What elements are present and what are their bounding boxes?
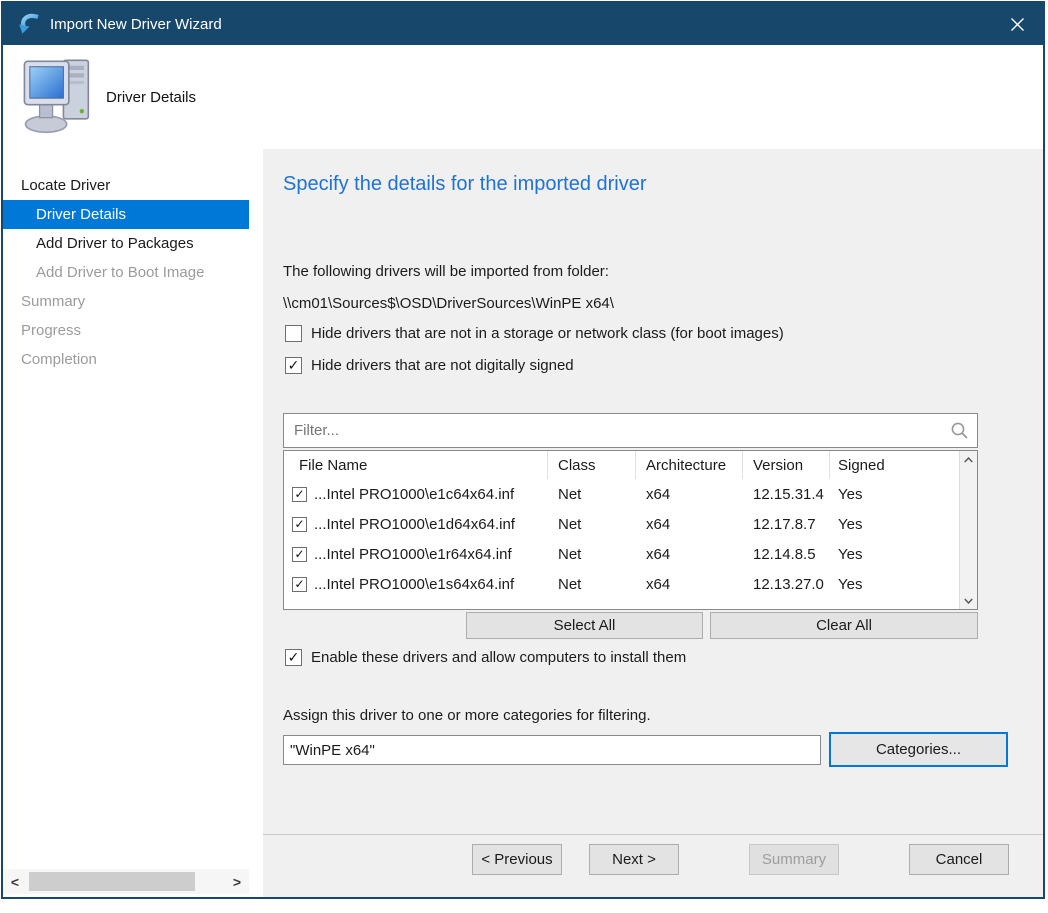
clear-all-button[interactable]: Clear All bbox=[710, 612, 978, 639]
hide-unsigned-checkbox[interactable]: ✓ bbox=[285, 357, 302, 374]
intro-text: The following drivers will be imported f… bbox=[283, 263, 609, 280]
window-title: Import New Driver Wizard bbox=[50, 15, 222, 33]
search-icon[interactable] bbox=[950, 421, 969, 440]
sidebar-item-driver-details[interactable]: Driver Details bbox=[3, 200, 249, 229]
sidebar-horizontal-scrollbar[interactable]: < > bbox=[3, 869, 249, 894]
row-checkbox-cell: ✓ bbox=[284, 486, 314, 503]
table-header[interactable]: File Name Class Architecture Version Signed bbox=[284, 451, 960, 479]
hide-unsigned-label: Hide drivers that are not digitally sign… bbox=[311, 357, 574, 374]
assign-category-text: Assign this driver to one or more catego… bbox=[283, 707, 651, 724]
next-button[interactable]: Next > bbox=[589, 844, 679, 875]
hide-storage-checkbox[interactable] bbox=[285, 325, 302, 342]
column-header-file-name[interactable]: File Name bbox=[284, 451, 548, 479]
table-row[interactable]: ✓ ...Intel PRO1000\e1d64x64.inf Net x64 12.1… bbox=[284, 509, 960, 539]
column-header-class[interactable]: Class bbox=[548, 451, 636, 479]
footer-divider bbox=[263, 834, 1043, 835]
close-button[interactable] bbox=[991, 3, 1043, 45]
table-row[interactable]: ✓ ...Intel PRO1000\e1c64x64.inf Net x64 12.1… bbox=[284, 479, 960, 509]
summary-button[interactable]: Summary bbox=[749, 844, 839, 875]
row-checkbox[interactable]: ✓ bbox=[292, 517, 307, 532]
sidebar-item-progress[interactable]: Progress bbox=[21, 322, 82, 339]
row-checkbox-cell: ✓ bbox=[284, 516, 314, 533]
scroll-up-icon[interactable] bbox=[960, 451, 977, 468]
scroll-right-icon[interactable]: > bbox=[232, 873, 242, 890]
table-row[interactable]: ✓ ...Intel PRO1000\e1r64x64.inf Net x64 12.1… bbox=[284, 539, 960, 569]
table-body: ✓ ...Intel PRO1000\e1c64x64.inf Net x64 12.1… bbox=[284, 479, 960, 609]
scroll-down-icon[interactable] bbox=[960, 592, 977, 609]
select-all-button[interactable]: Select All bbox=[466, 612, 703, 639]
scrollbar-thumb[interactable] bbox=[29, 872, 195, 891]
close-icon bbox=[1010, 17, 1024, 31]
sidebar-item-add-driver-to-packages[interactable]: Add Driver to Packages bbox=[36, 235, 194, 252]
page-title: Driver Details bbox=[106, 89, 197, 106]
version-cell: 12.13.27.0 bbox=[753, 575, 824, 593]
signed-cell: Yes bbox=[838, 515, 863, 533]
category-input[interactable] bbox=[283, 735, 821, 765]
sidebar-item-completion[interactable]: Completion bbox=[21, 351, 97, 368]
driver-table: File Name Class Architecture Version Signed … bbox=[283, 450, 978, 610]
version-cell: 12.15.31.4 bbox=[753, 485, 824, 503]
title-bar: Import New Driver Wizard bbox=[3, 3, 1043, 45]
wizard-steps-list: Locate Driver Driver Details Add Driver to… bbox=[3, 171, 261, 374]
wizard-content: Specify the details for the imported dri… bbox=[263, 149, 1043, 897]
architecture-cell: x64 bbox=[646, 575, 671, 593]
column-header-version[interactable]: Version bbox=[743, 451, 830, 479]
sidebar-item-summary[interactable]: Summary bbox=[21, 293, 86, 310]
architecture-cell: x64 bbox=[646, 515, 671, 533]
architecture-cell: x64 bbox=[646, 545, 671, 563]
hide-storage-checkbox-row: Hide drivers that are not in a storage o… bbox=[285, 325, 784, 342]
class-cell: Net bbox=[558, 545, 582, 563]
row-checkbox[interactable]: ✓ bbox=[292, 577, 307, 592]
class-cell: Net bbox=[558, 485, 582, 503]
version-cell: 12.14.8.5 bbox=[753, 545, 816, 563]
hide-unsigned-checkbox-row: ✓ Hide drivers that are not digitally si… bbox=[285, 357, 574, 374]
wizard-window: Import New Driver Wizard Driver Detai bbox=[1, 1, 1045, 899]
column-header-signed[interactable]: Signed bbox=[838, 456, 885, 474]
wizard-header: Driver Details bbox=[3, 45, 1043, 149]
folder-path: \\cm01\Sources$\OSD\DriverSources\WinPE … bbox=[283, 295, 614, 312]
row-checkbox[interactable]: ✓ bbox=[292, 547, 307, 562]
table-row[interactable]: ✓ ...Intel PRO1000\e1s64x64.inf Net x64 12.1… bbox=[284, 569, 960, 599]
previous-button[interactable]: < Previous bbox=[472, 844, 562, 875]
enable-drivers-checkbox-row: ✓ Enable these drivers and allow compute… bbox=[285, 649, 686, 666]
row-checkbox-cell: ✓ bbox=[284, 576, 314, 593]
signed-cell: Yes bbox=[838, 545, 863, 563]
categories-button[interactable]: Categories... bbox=[829, 732, 1008, 767]
enable-drivers-checkbox[interactable]: ✓ bbox=[285, 649, 302, 666]
computer-icon bbox=[23, 59, 90, 134]
hide-storage-label: Hide drivers that are not in a storage o… bbox=[311, 325, 784, 342]
version-cell: 12.17.8.7 bbox=[753, 515, 816, 533]
filter-input[interactable] bbox=[292, 421, 950, 440]
file-name-cell: ...Intel PRO1000\e1c64x64.inf bbox=[314, 485, 515, 503]
content-heading: Specify the details for the imported dri… bbox=[283, 173, 647, 195]
cancel-button[interactable]: Cancel bbox=[909, 844, 1009, 875]
architecture-cell: x64 bbox=[646, 485, 671, 503]
wizard-arrow-icon bbox=[19, 13, 39, 34]
class-cell: Net bbox=[558, 515, 582, 533]
file-name-cell: ...Intel PRO1000\e1r64x64.inf bbox=[314, 545, 512, 563]
table-vertical-scrollbar[interactable] bbox=[959, 451, 977, 609]
row-checkbox[interactable]: ✓ bbox=[292, 487, 307, 502]
signed-cell: Yes bbox=[838, 485, 863, 503]
class-cell: Net bbox=[558, 575, 582, 593]
sidebar-item-locate-driver[interactable]: Locate Driver bbox=[21, 177, 111, 194]
file-name-cell: ...Intel PRO1000\e1s64x64.inf bbox=[314, 575, 515, 593]
signed-cell: Yes bbox=[838, 575, 863, 593]
column-header-architecture[interactable]: Architecture bbox=[636, 451, 743, 479]
enable-drivers-label: Enable these drivers and allow computers… bbox=[311, 649, 687, 666]
sidebar-item-add-driver-to-boot-image[interactable]: Add Driver to Boot Image bbox=[36, 264, 205, 281]
wizard-sidebar: Locate Driver Driver Details Add Driver to… bbox=[3, 149, 261, 897]
file-name-cell: ...Intel PRO1000\e1d64x64.inf bbox=[314, 515, 515, 533]
scroll-left-icon[interactable]: < bbox=[10, 873, 20, 890]
row-checkbox-cell: ✓ bbox=[284, 546, 314, 563]
filter-box bbox=[283, 413, 978, 448]
